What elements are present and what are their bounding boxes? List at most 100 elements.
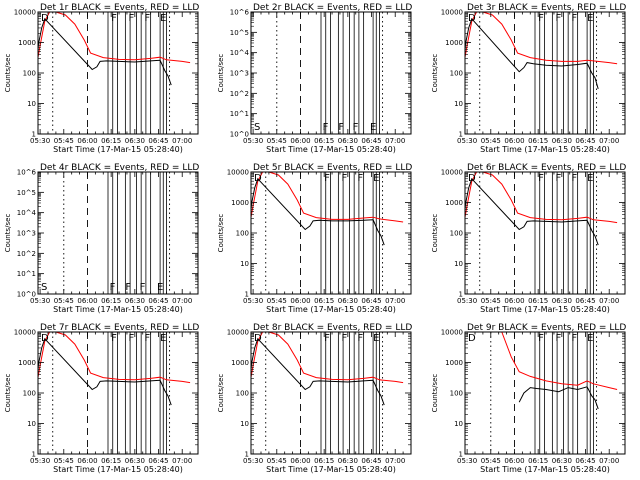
- y-tick-label: 1000: [18, 39, 36, 47]
- lld-curve: [251, 172, 404, 223]
- x-axis-label: Start Time (17-Mar-15 05:28:40): [266, 305, 396, 314]
- y-tick-label: 10^4: [230, 49, 250, 57]
- y-axis-label: Counts/sec: [431, 214, 439, 253]
- y-axis-label: Counts/sec: [431, 374, 439, 413]
- y-tick-label: 10^3: [230, 70, 249, 78]
- events-curve: [251, 177, 385, 246]
- y-tick-label: 1: [245, 291, 249, 299]
- x-tick-label: 05:30: [30, 137, 50, 145]
- x-tick-label: 06:30: [552, 297, 572, 305]
- x-tick-label: 06:45: [361, 297, 381, 305]
- flag-label: F: [338, 122, 344, 133]
- lld-curve: [465, 172, 618, 224]
- x-tick-label: 05:45: [267, 297, 287, 305]
- flag-label: F: [144, 13, 150, 24]
- x-tick-label: 06:15: [314, 457, 334, 465]
- flag-label: E: [160, 13, 166, 24]
- y-tick-label: 100: [236, 230, 249, 238]
- flag-label: F: [571, 173, 577, 184]
- x-tick-label: 06:15: [101, 297, 121, 305]
- flag-label: F: [110, 282, 116, 293]
- flag-label: D: [41, 13, 49, 24]
- flag-label: D: [41, 333, 49, 344]
- x-tick-label: 06:30: [552, 457, 572, 465]
- x-tick-label: 06:30: [338, 137, 358, 145]
- plot-frame: [464, 171, 626, 295]
- x-tick-label: 05:30: [243, 297, 263, 305]
- x-tick-label: 06:30: [338, 297, 358, 305]
- flag-label: F: [538, 173, 544, 184]
- flag-label: E: [373, 333, 379, 344]
- y-tick-label: 100: [450, 390, 463, 398]
- x-tick-label: 06:45: [361, 457, 381, 465]
- x-tick-label: 06:00: [290, 297, 310, 305]
- y-tick-label: 10: [454, 260, 463, 268]
- lld-curve: [251, 332, 404, 384]
- flag-label: F: [556, 173, 562, 184]
- lld-curve: [501, 332, 618, 390]
- flag-label: F: [357, 333, 363, 344]
- y-tick-label: 1000: [231, 359, 249, 367]
- y-axis-label: Counts/sec: [4, 214, 12, 253]
- x-tick-label: 06:15: [314, 297, 334, 305]
- y-tick-label: 100: [23, 70, 36, 78]
- flag-label: S: [254, 122, 260, 133]
- x-tick-label: 06:30: [125, 457, 145, 465]
- flag-label: F: [144, 333, 150, 344]
- events-curve: [518, 386, 599, 410]
- y-tick-label: 10^6: [230, 9, 250, 17]
- x-tick-label: 06:15: [101, 137, 121, 145]
- lld-curve: [38, 12, 191, 64]
- panel-title: Det 6r BLACK = Events, RED = LLD: [467, 163, 626, 173]
- y-tick-label: 1: [32, 131, 36, 139]
- plot-frame: [464, 11, 626, 135]
- flag-label: F: [538, 13, 544, 24]
- x-tick-label: 05:30: [30, 297, 50, 305]
- flag-label: F: [538, 333, 544, 344]
- y-tick-label: 10^2: [17, 250, 36, 258]
- flag-label: F: [342, 173, 348, 184]
- x-tick-label: 07:00: [172, 137, 192, 145]
- flag-label: F: [357, 173, 363, 184]
- y-axis-label: Counts/sec: [217, 54, 225, 93]
- x-axis-label: Start Time (17-Mar-15 05:28:40): [480, 145, 610, 154]
- flag-label: F: [129, 13, 135, 24]
- y-tick-label: 10^1: [230, 110, 249, 118]
- flag-label: F: [111, 333, 117, 344]
- y-tick-label: 1: [32, 451, 36, 459]
- y-tick-label: 1000: [445, 199, 463, 207]
- flag-label: E: [160, 333, 166, 344]
- x-tick-label: 05:45: [481, 137, 501, 145]
- x-tick-label: 06:00: [504, 137, 524, 145]
- y-tick-label: 100: [450, 70, 463, 78]
- x-tick-label: 06:15: [528, 457, 548, 465]
- events-curve: [465, 177, 599, 246]
- y-axis-label: Counts/sec: [4, 54, 12, 93]
- panel-title: Det 8r BLACK = Events, RED = LLD: [253, 323, 412, 333]
- flag-label: F: [324, 173, 330, 184]
- x-tick-label: 06:00: [504, 457, 524, 465]
- panel-title: Det 1r BLACK = Events, RED = LLD: [40, 3, 199, 13]
- y-tick-label: 100: [450, 230, 463, 238]
- flag-label: E: [157, 282, 163, 293]
- x-tick-label: 05:30: [457, 457, 477, 465]
- x-tick-label: 06:00: [290, 457, 310, 465]
- x-tick-label: 07:00: [385, 297, 405, 305]
- y-tick-label: 10: [454, 100, 463, 108]
- events-curve: [251, 337, 385, 406]
- x-tick-label: 06:15: [101, 457, 121, 465]
- y-tick-label: 10: [27, 100, 36, 108]
- y-tick-label: 1000: [231, 199, 249, 207]
- x-axis-label: Start Time (17-Mar-15 05:28:40): [53, 145, 183, 154]
- y-tick-label: 10000: [441, 9, 463, 17]
- panel-title: Det 5r BLACK = Events, RED = LLD: [253, 163, 412, 173]
- y-tick-label: 10: [454, 420, 463, 428]
- y-tick-label: 10^4: [17, 209, 37, 217]
